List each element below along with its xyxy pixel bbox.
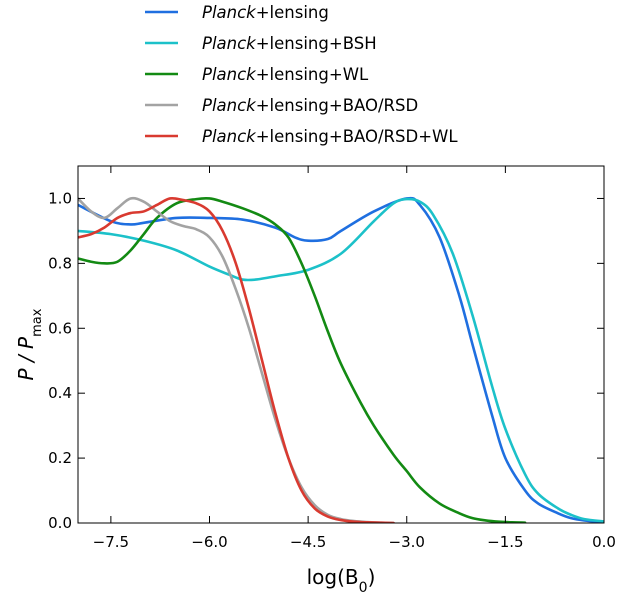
series-layer xyxy=(78,196,604,523)
x-tick-label: −4.5 xyxy=(290,533,326,551)
y-tick-label: 0.2 xyxy=(48,449,72,467)
series-line-5 xyxy=(78,196,395,523)
x-tick-label: 0.0 xyxy=(592,533,616,551)
y-tick-label: 0.6 xyxy=(48,319,72,337)
x-tick-label: −6.0 xyxy=(191,533,227,551)
legend-label: Planck+lensing xyxy=(202,3,329,22)
plot-frame xyxy=(77,165,605,524)
legend-label: Planck+lensing+BAO/RSD+WL xyxy=(202,127,458,146)
y-axis: 0.0 0.2 0.4 0.6 0.8 1.0 xyxy=(48,189,604,532)
legend-label: Planck+lensing+WL xyxy=(202,65,369,84)
x-tick-label: −1.5 xyxy=(487,533,523,551)
y-axis-title: P / Pmax xyxy=(14,308,45,380)
x-tick-label: −7.5 xyxy=(93,533,129,551)
y-tick-label: 0.4 xyxy=(48,384,72,402)
legend: Planck+lensing Planck+lensing+BSH Planck+l… xyxy=(145,3,458,146)
x-axis: −7.5 −6.0 −4.5 −3.0 −1.5 0.0 xyxy=(93,166,616,551)
legend-label: Planck+lensing+BAO/RSD xyxy=(202,96,418,115)
y-tick-label: 0.0 xyxy=(48,514,72,532)
series-line-3 xyxy=(78,196,527,523)
series-line-2 xyxy=(78,197,604,523)
y-tick-label: 0.8 xyxy=(48,254,72,272)
x-tick-label: −3.0 xyxy=(389,533,425,551)
legend-label: Planck+lensing+BSH xyxy=(202,34,377,53)
x-axis-title: log(B0) xyxy=(307,565,376,594)
series-line-4 xyxy=(78,196,395,523)
y-tick-label: 1.0 xyxy=(48,189,72,207)
